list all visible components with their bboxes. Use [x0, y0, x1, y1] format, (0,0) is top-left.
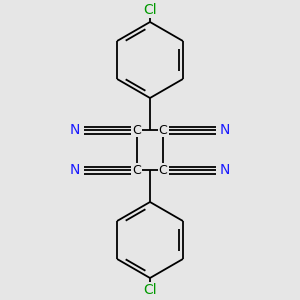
- Text: N: N: [70, 163, 80, 177]
- Text: C: C: [159, 164, 167, 176]
- Text: Cl: Cl: [143, 3, 157, 17]
- Text: N: N: [220, 123, 230, 137]
- Text: N: N: [220, 163, 230, 177]
- Text: C: C: [133, 124, 141, 136]
- Text: C: C: [133, 164, 141, 176]
- Text: C: C: [159, 124, 167, 136]
- Text: N: N: [70, 123, 80, 137]
- Text: Cl: Cl: [143, 283, 157, 297]
